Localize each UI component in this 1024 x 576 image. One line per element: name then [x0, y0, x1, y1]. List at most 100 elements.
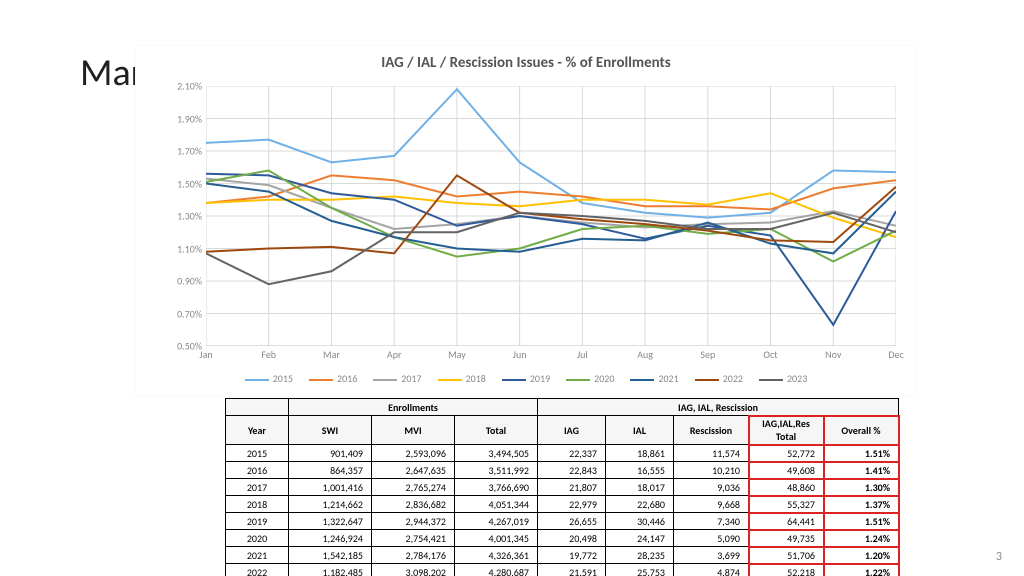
x-tick-label: Jul — [577, 348, 588, 361]
table-cell: 16,555 — [606, 462, 674, 479]
x-tick-label: Apr — [387, 348, 402, 361]
table-cell: 22,337 — [538, 445, 606, 462]
table-cell: 4,267,019 — [455, 513, 538, 530]
x-tick-label: Mar — [323, 348, 340, 361]
table-cell: 49,608 — [749, 462, 824, 479]
table-cell: 2,765,274 — [372, 479, 455, 496]
table-cell: 3,511,992 — [455, 462, 538, 479]
x-tick-label: Oct — [763, 348, 777, 361]
table-col-header: Overall % — [824, 416, 899, 445]
table-cell: 19,772 — [538, 547, 606, 564]
legend-item: 2017 — [373, 372, 421, 385]
table-cell: 3,494,505 — [455, 445, 538, 462]
table-cell: 21,591 — [538, 564, 606, 576]
table-row: 20181,214,6622,836,6824,051,34422,97922,… — [226, 496, 899, 513]
table-cell: 51,706 — [749, 547, 824, 564]
table-cell: 1,322,647 — [289, 513, 372, 530]
table-row: 20191,322,6472,944,3724,267,01926,65530,… — [226, 513, 899, 530]
table-row: 20211,542,1852,784,1764,326,36119,77228,… — [226, 547, 899, 564]
legend-item: 2023 — [759, 372, 807, 385]
table-col-header: IAL — [606, 416, 674, 445]
table-col-header: Rescission — [674, 416, 749, 445]
table-cell: 9,668 — [674, 496, 749, 513]
x-tick-label: Nov — [825, 348, 841, 361]
y-tick-label: 0.90% — [166, 275, 202, 288]
page-number: 3 — [996, 550, 1002, 564]
y-tick-label: 1.90% — [166, 112, 202, 125]
table-cell: 52,772 — [749, 445, 824, 462]
y-tick-label: 1.70% — [166, 145, 202, 158]
table-cell: 3,699 — [674, 547, 749, 564]
plot-area — [206, 86, 896, 346]
table-cell: 1.22% — [824, 564, 899, 576]
x-tick-label: Jun — [513, 348, 527, 361]
table-cell: 2,944,372 — [372, 513, 455, 530]
table-cell: 22,843 — [538, 462, 606, 479]
table-cell: 4,001,345 — [455, 530, 538, 547]
table-cell: 1.30% — [824, 479, 899, 496]
table-cell: 52,218 — [749, 564, 824, 576]
legend-item: 2019 — [502, 372, 550, 385]
table-cell: 901,409 — [289, 445, 372, 462]
table-col-header: SWI — [289, 416, 372, 445]
table-cell: 2022 — [226, 564, 289, 576]
x-tick-label: Feb — [261, 348, 276, 361]
table-cell: 2,836,682 — [372, 496, 455, 513]
table-cell: 2016 — [226, 462, 289, 479]
table-row: 20201,246,9242,754,4214,001,34520,49824,… — [226, 530, 899, 547]
table-cell: 11,574 — [674, 445, 749, 462]
y-tick-label: 1.50% — [166, 177, 202, 190]
table-cell: 2,754,421 — [372, 530, 455, 547]
legend-item: 2018 — [438, 372, 486, 385]
x-tick-label: Aug — [637, 348, 653, 361]
chart-title: IAG / IAL / Rescission Issues - % of Enr… — [136, 54, 916, 72]
table-cell: 1.51% — [824, 513, 899, 530]
table-cell: 2017 — [226, 479, 289, 496]
legend-item: 2016 — [309, 372, 357, 385]
table-cell: 1.41% — [824, 462, 899, 479]
table-cell: 28,235 — [606, 547, 674, 564]
table-col-header: Total — [455, 416, 538, 445]
table-cell: 22,680 — [606, 496, 674, 513]
table-cell: 10,210 — [674, 462, 749, 479]
legend-item: 2021 — [630, 372, 678, 385]
table-cell: 24,147 — [606, 530, 674, 547]
y-tick-label: 1.10% — [166, 242, 202, 255]
table-cell: 864,357 — [289, 462, 372, 479]
y-tick-label: 2.10% — [166, 80, 202, 93]
table-cell: 2021 — [226, 547, 289, 564]
legend-item: 2020 — [566, 372, 614, 385]
table-cell: 48,860 — [749, 479, 824, 496]
data-table: EnrollmentsIAG, IAL, RescissionYearSWIMV… — [225, 398, 899, 576]
table-cell: 2018 — [226, 496, 289, 513]
table-cell: 1,001,416 — [289, 479, 372, 496]
table-row: 20221,182,4853,098,2024,280,68721,59125,… — [226, 564, 899, 576]
table-cell: 1,246,924 — [289, 530, 372, 547]
table-cell: 1.51% — [824, 445, 899, 462]
table-cell: 1,182,485 — [289, 564, 372, 576]
table-cell: 4,874 — [674, 564, 749, 576]
table-row: 20171,001,4162,765,2743,766,69021,80718,… — [226, 479, 899, 496]
table-cell: 26,655 — [538, 513, 606, 530]
legend: 201520162017201820192020202120222023 — [136, 372, 916, 385]
table-cell: 4,326,361 — [455, 547, 538, 564]
legend-item: 2015 — [245, 372, 293, 385]
x-tick-label: Dec — [888, 348, 903, 361]
table-cell: 18,861 — [606, 445, 674, 462]
table-cell: 20,498 — [538, 530, 606, 547]
table-group-header — [226, 399, 289, 416]
table-group-header: IAG, IAL, Rescission — [538, 399, 899, 416]
table-cell: 2,784,176 — [372, 547, 455, 564]
table-cell: 4,280,687 — [455, 564, 538, 576]
table-cell: 30,446 — [606, 513, 674, 530]
table-cell: 4,051,344 — [455, 496, 538, 513]
table-col-header: Year — [226, 416, 289, 445]
table-cell: 2020 — [226, 530, 289, 547]
table-row: 2015901,4092,593,0963,494,50522,33718,86… — [226, 445, 899, 462]
table-cell: 3,766,690 — [455, 479, 538, 496]
table-cell: 2,593,096 — [372, 445, 455, 462]
table-cell: 1,214,662 — [289, 496, 372, 513]
table-cell: 2019 — [226, 513, 289, 530]
table-col-header: IAG — [538, 416, 606, 445]
table-cell: 64,441 — [749, 513, 824, 530]
